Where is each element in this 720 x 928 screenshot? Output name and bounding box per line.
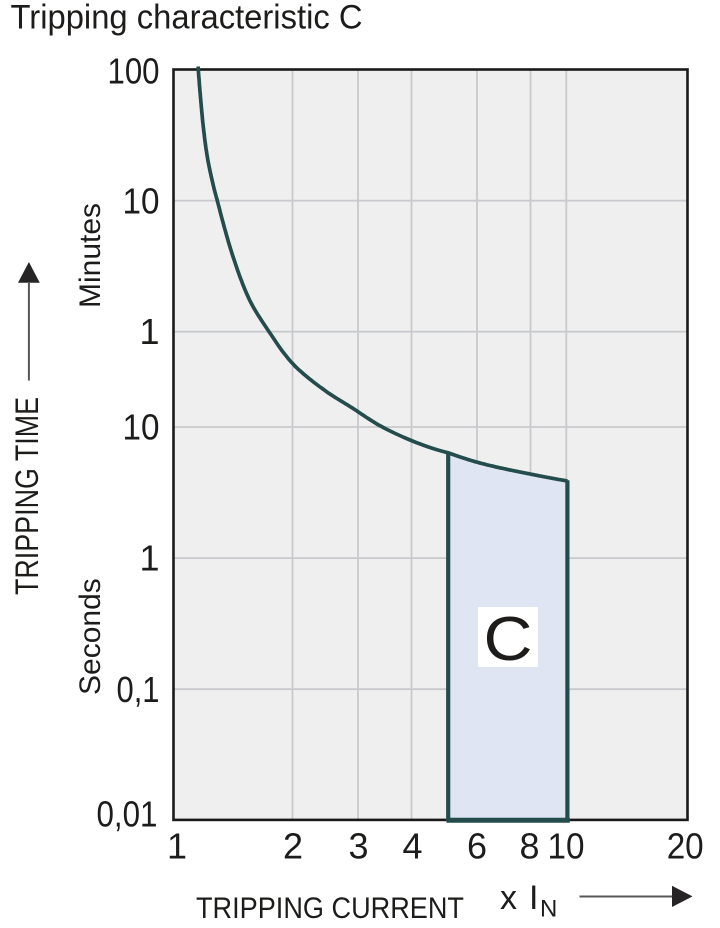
- svg-text:C: C: [484, 604, 533, 674]
- svg-text:0,1: 0,1: [117, 669, 160, 710]
- svg-text:4: 4: [402, 826, 422, 867]
- svg-text:10: 10: [548, 826, 585, 867]
- svg-text:N: N: [540, 896, 557, 923]
- svg-text:2: 2: [283, 826, 303, 867]
- svg-text:Tripping characteristic C: Tripping characteristic C: [11, 0, 363, 37]
- svg-text:TRIPPING TIME: TRIPPING TIME: [9, 397, 45, 595]
- svg-text:I: I: [529, 879, 538, 917]
- svg-text:3: 3: [348, 826, 368, 867]
- svg-text:8: 8: [519, 826, 539, 867]
- svg-text:x: x: [500, 879, 517, 917]
- svg-text:TRIPPING CURRENT: TRIPPING CURRENT: [196, 892, 464, 925]
- svg-text:1: 1: [139, 311, 159, 352]
- svg-text:0,01: 0,01: [97, 793, 158, 834]
- svg-text:10: 10: [123, 180, 160, 221]
- svg-text:20: 20: [667, 826, 704, 867]
- svg-text:1: 1: [139, 538, 159, 579]
- svg-text:Seconds: Seconds: [74, 578, 107, 695]
- svg-text:Minutes: Minutes: [74, 203, 107, 308]
- svg-text:100: 100: [108, 51, 160, 92]
- svg-text:10: 10: [123, 406, 160, 447]
- svg-text:6: 6: [467, 826, 487, 867]
- svg-text:1: 1: [167, 826, 187, 867]
